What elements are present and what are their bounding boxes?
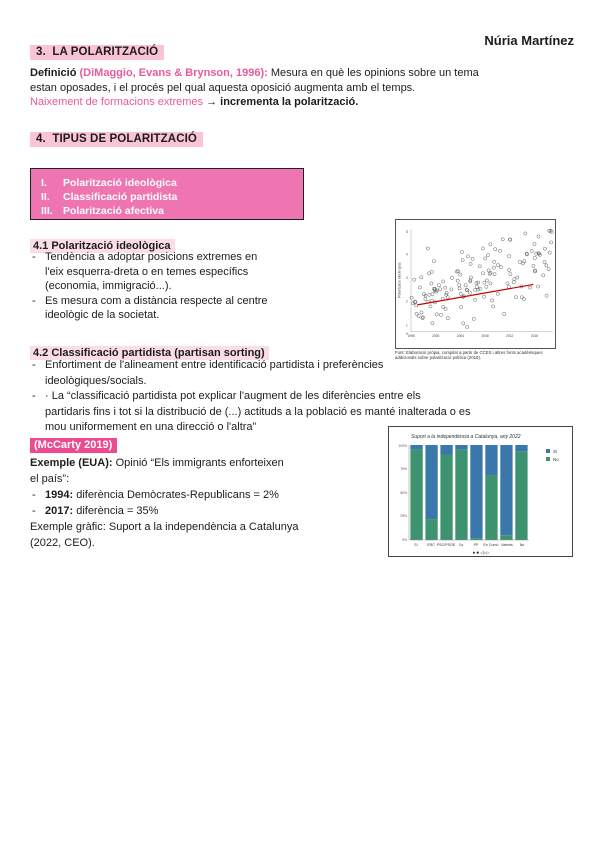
svg-text:50%: 50%: [400, 491, 407, 495]
svg-text:0%: 0%: [402, 538, 407, 542]
svg-text:PP: PP: [474, 543, 479, 547]
svg-text:No: No: [553, 457, 559, 462]
svg-text:►■ ◁▷▷: ►■ ◁▷▷: [472, 550, 490, 555]
svg-text:No: No: [520, 543, 525, 547]
svg-text:2004: 2004: [457, 334, 464, 338]
svg-text:Sí: Sí: [414, 543, 417, 547]
svg-text:Suport a la independència a Ca: Suport a la independència a Catalunya, a…: [411, 434, 521, 440]
svg-text:Cs: Cs: [459, 543, 464, 547]
svg-text:ERC: ERC: [427, 543, 435, 547]
svg-text:25%: 25%: [400, 514, 407, 518]
svg-text:5: 5: [406, 230, 408, 234]
svg-text:PSC/PSOE: PSC/PSOE: [437, 543, 456, 547]
svg-text:Polaritzacio ideolo`gica: Polaritzacio ideolo`gica: [397, 262, 401, 297]
svg-text:75%: 75%: [400, 467, 407, 471]
svg-text:2: 2: [406, 300, 408, 304]
svg-text:Sí: Sí: [553, 449, 558, 454]
svg-text:2008: 2008: [482, 334, 489, 338]
svg-text:2000: 2000: [432, 334, 439, 338]
svg-text:3: 3: [406, 276, 408, 280]
svg-text:100%: 100%: [398, 444, 407, 448]
svg-text:En Comú: En Comú: [484, 543, 499, 547]
svg-text:1998: 1998: [407, 334, 414, 338]
svg-text:Valents: Valents: [501, 543, 513, 547]
svg-text:1: 1: [406, 323, 408, 327]
svg-text:4: 4: [406, 252, 408, 256]
svg-text:2012: 2012: [506, 334, 513, 338]
svg-text:2016: 2016: [531, 334, 538, 338]
